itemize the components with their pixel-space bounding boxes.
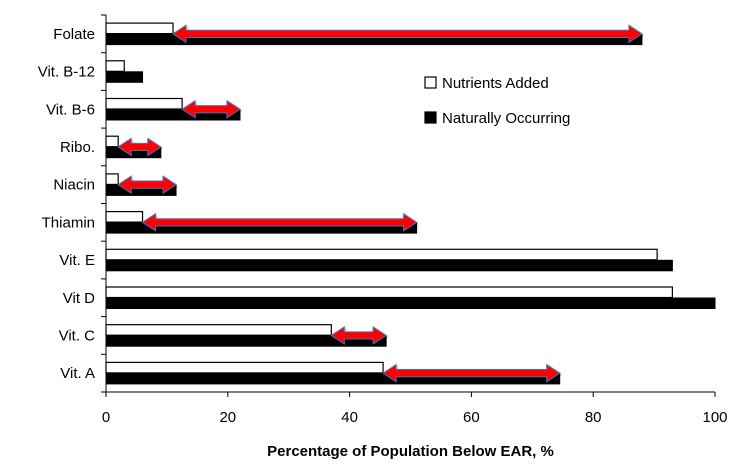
category-labels: Folate Vit. B-12 Vit. B-6 Ribo. Niacin Thiami… bbox=[38, 26, 95, 382]
x-axis-label: Percentage of Population Below EAR, % bbox=[267, 443, 554, 460]
double-arrow-icon bbox=[117, 137, 162, 157]
category-label: Vit. A bbox=[60, 365, 95, 382]
x-tick-label: 20 bbox=[219, 409, 236, 426]
bar-naturally-occurring bbox=[105, 71, 144, 83]
x-tick-label: 100 bbox=[702, 409, 727, 426]
double-arrow-icon bbox=[181, 99, 241, 119]
category-label: Ribo. bbox=[60, 139, 95, 156]
category-label: Vit D bbox=[63, 290, 95, 307]
legend-swatch bbox=[424, 76, 437, 89]
double-arrow-icon bbox=[117, 175, 177, 195]
legend-label: Nutrients Added bbox=[442, 75, 549, 92]
bar-naturally-occurring bbox=[105, 297, 716, 309]
category-label: Folate bbox=[53, 26, 95, 43]
legend-label: Naturally Occurring bbox=[442, 110, 570, 127]
bar-nutrients-added bbox=[105, 22, 174, 35]
x-tick-label: 60 bbox=[463, 409, 480, 426]
category-label: Vit. B-6 bbox=[46, 101, 95, 118]
bar-nutrients-added bbox=[105, 361, 384, 374]
bar-naturally-occurring bbox=[105, 372, 561, 385]
double-arrow-icon bbox=[382, 363, 561, 383]
category-label: Vit. B-12 bbox=[38, 64, 95, 81]
bar-naturally-occurring bbox=[105, 109, 241, 121]
bar-nutrients-added bbox=[105, 97, 183, 110]
x-tick-label: 40 bbox=[341, 409, 358, 426]
x-tick-label: 0 bbox=[102, 409, 110, 426]
chart-bars bbox=[105, 22, 716, 385]
double-arrow-icon bbox=[141, 212, 418, 232]
chart-arrows bbox=[117, 24, 643, 383]
category-label: Niacin bbox=[53, 177, 95, 194]
bar-nutrients-added bbox=[105, 248, 658, 261]
category-label: Thiamin bbox=[42, 214, 95, 231]
x-tick-label: 80 bbox=[585, 409, 602, 426]
legend: Nutrients Added Naturally Occurring bbox=[424, 75, 570, 127]
legend-swatch bbox=[424, 111, 437, 124]
category-label: Vit. C bbox=[59, 327, 96, 344]
bar-nutrients-added bbox=[105, 211, 144, 223]
bar-naturally-occurring bbox=[105, 259, 673, 272]
double-arrow-icon bbox=[330, 326, 388, 345]
double-arrow-icon bbox=[172, 24, 643, 44]
bar-nutrients-added bbox=[105, 286, 673, 299]
bar-nutrients-added bbox=[105, 135, 119, 148]
x-tick-labels: 0 20 40 60 80 100 bbox=[102, 409, 728, 426]
bar-naturally-occurring bbox=[105, 335, 387, 347]
bar-nutrients-added bbox=[105, 60, 125, 72]
category-label: Vit. E bbox=[59, 252, 95, 269]
bar-nutrients-added bbox=[105, 324, 332, 336]
bar-nutrients-added bbox=[105, 173, 119, 185]
